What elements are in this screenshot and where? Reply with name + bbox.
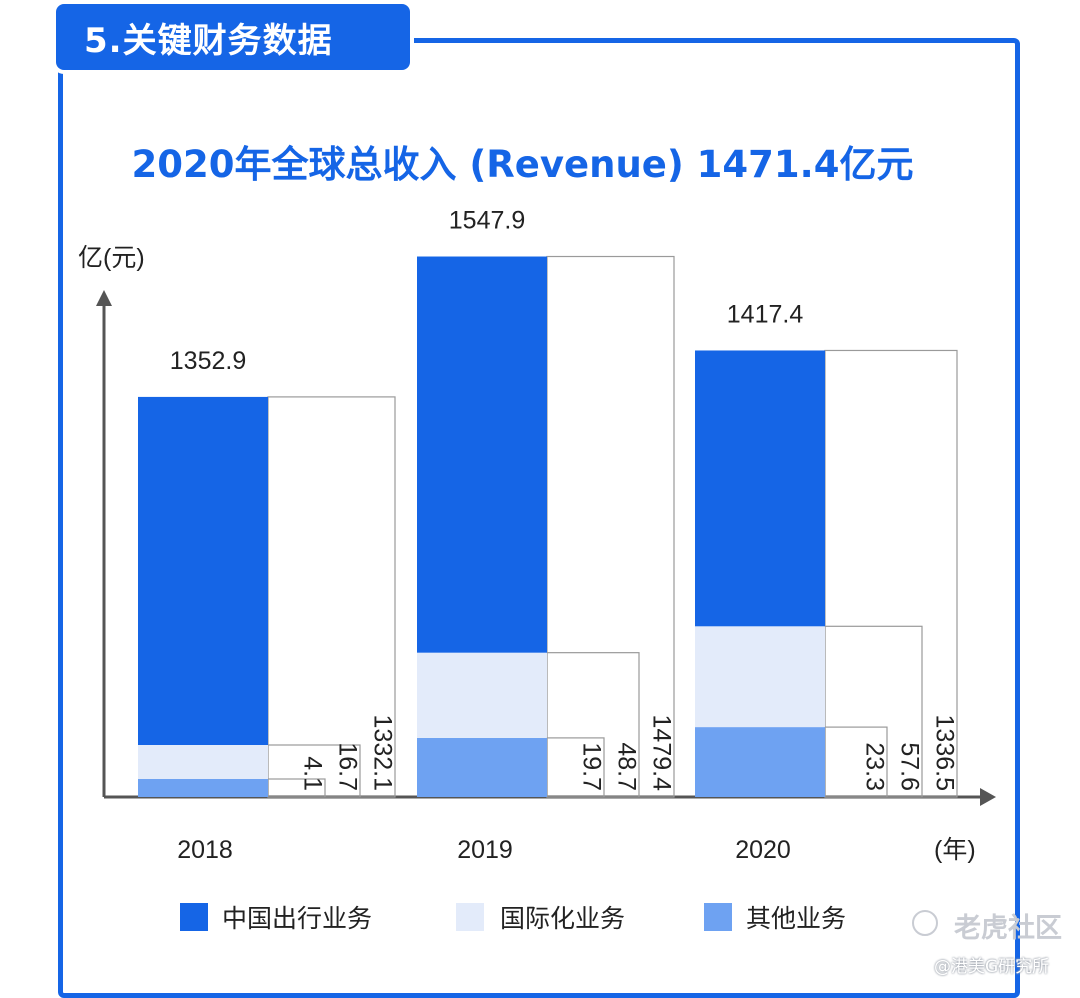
section-header: 5.关键财务数据 xyxy=(56,4,410,70)
legend-swatch xyxy=(456,903,484,931)
bar-international-business xyxy=(417,652,547,738)
value-label-other: 4.1 xyxy=(298,756,326,791)
bar-international-business xyxy=(695,626,825,728)
y-axis-arrow-icon xyxy=(96,290,112,306)
legend-swatch xyxy=(704,903,732,931)
bar-total-label: 1352.9 xyxy=(170,347,246,375)
x-axis-label: (年) xyxy=(934,836,976,864)
bar-china-mobility xyxy=(695,350,825,627)
x-tick-label: 2019 xyxy=(457,836,513,864)
watermark-logo-icon xyxy=(912,910,938,936)
watermark: 老虎社区 @港美G研究所 xyxy=(908,902,1078,982)
section-title: 5.关键财务数据 xyxy=(84,20,333,61)
legend-label: 其他业务 xyxy=(746,905,846,933)
bar-international-business xyxy=(138,745,268,779)
legend-label: 国际化业务 xyxy=(500,905,625,933)
value-label-intl: 57.6 xyxy=(895,742,923,791)
watermark-logo-name: 老虎社区 xyxy=(954,913,1062,944)
legend-label: 中国出行业务 xyxy=(222,905,372,933)
bar-other-business xyxy=(695,727,825,797)
legend-swatch xyxy=(180,903,208,931)
bar-china-mobility xyxy=(417,256,547,653)
value-label-china: 1332.1 xyxy=(368,715,396,791)
value-label-china: 1479.4 xyxy=(647,715,675,792)
value-label-china: 1336.5 xyxy=(930,715,958,791)
bar-total-label: 1547.9 xyxy=(449,207,525,235)
bar-other-business xyxy=(138,779,268,797)
value-label-intl: 48.7 xyxy=(612,742,640,791)
watermark-account: @港美G研究所 xyxy=(934,957,1050,977)
x-axis-arrow-icon xyxy=(980,788,996,806)
y-axis-label: 亿(元) xyxy=(78,244,145,272)
bar-china-mobility xyxy=(138,396,268,745)
bar-other-business xyxy=(417,737,547,797)
x-tick-label: 2018 xyxy=(177,836,233,864)
x-tick-label: 2020 xyxy=(735,836,791,864)
bar-total-label: 1417.4 xyxy=(727,300,804,328)
value-label-intl: 16.7 xyxy=(333,742,361,791)
value-label-other: 23.3 xyxy=(860,742,888,791)
chart-title: 2020年全球总收入 (Revenue) 1471.4亿元 xyxy=(131,143,914,186)
value-label-other: 19.7 xyxy=(577,742,605,791)
